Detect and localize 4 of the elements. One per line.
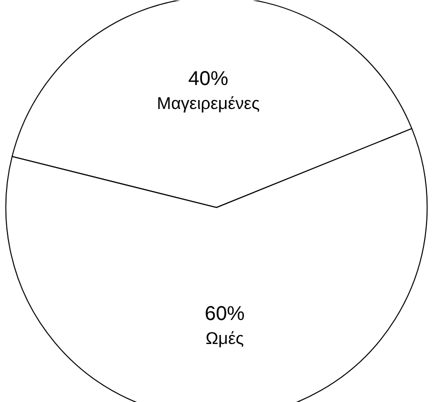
data-label: 40% <box>188 68 229 90</box>
data-label: 60% <box>204 302 245 325</box>
slice-label: Μαγειρεμένες <box>156 94 260 114</box>
slice-label: Ωμές <box>206 328 244 348</box>
